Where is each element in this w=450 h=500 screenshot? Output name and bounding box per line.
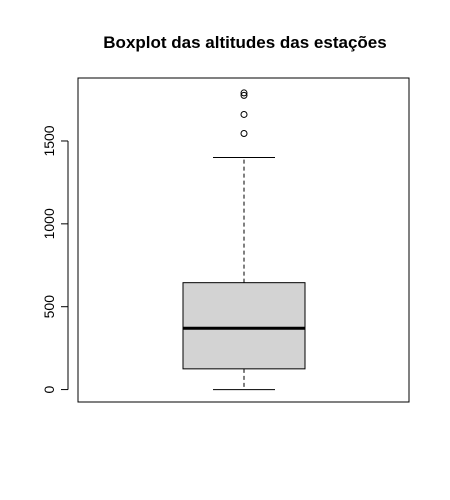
y-tick-label: 500	[41, 295, 57, 319]
y-tick-label: 1500	[41, 125, 57, 156]
chart-title: Boxplot das altitudes das estações	[103, 33, 386, 52]
y-axis: 0 500 1000 1500	[41, 125, 69, 393]
iqr-box	[182, 282, 306, 370]
outlier-point	[240, 130, 248, 138]
y-tick-label: 1000	[41, 208, 57, 239]
outlier-point	[240, 110, 248, 118]
outlier-point	[240, 89, 248, 97]
box-group	[182, 89, 306, 391]
outlier-point	[240, 91, 248, 99]
y-tick-label: 0	[41, 385, 57, 393]
plot-frame	[77, 77, 410, 403]
